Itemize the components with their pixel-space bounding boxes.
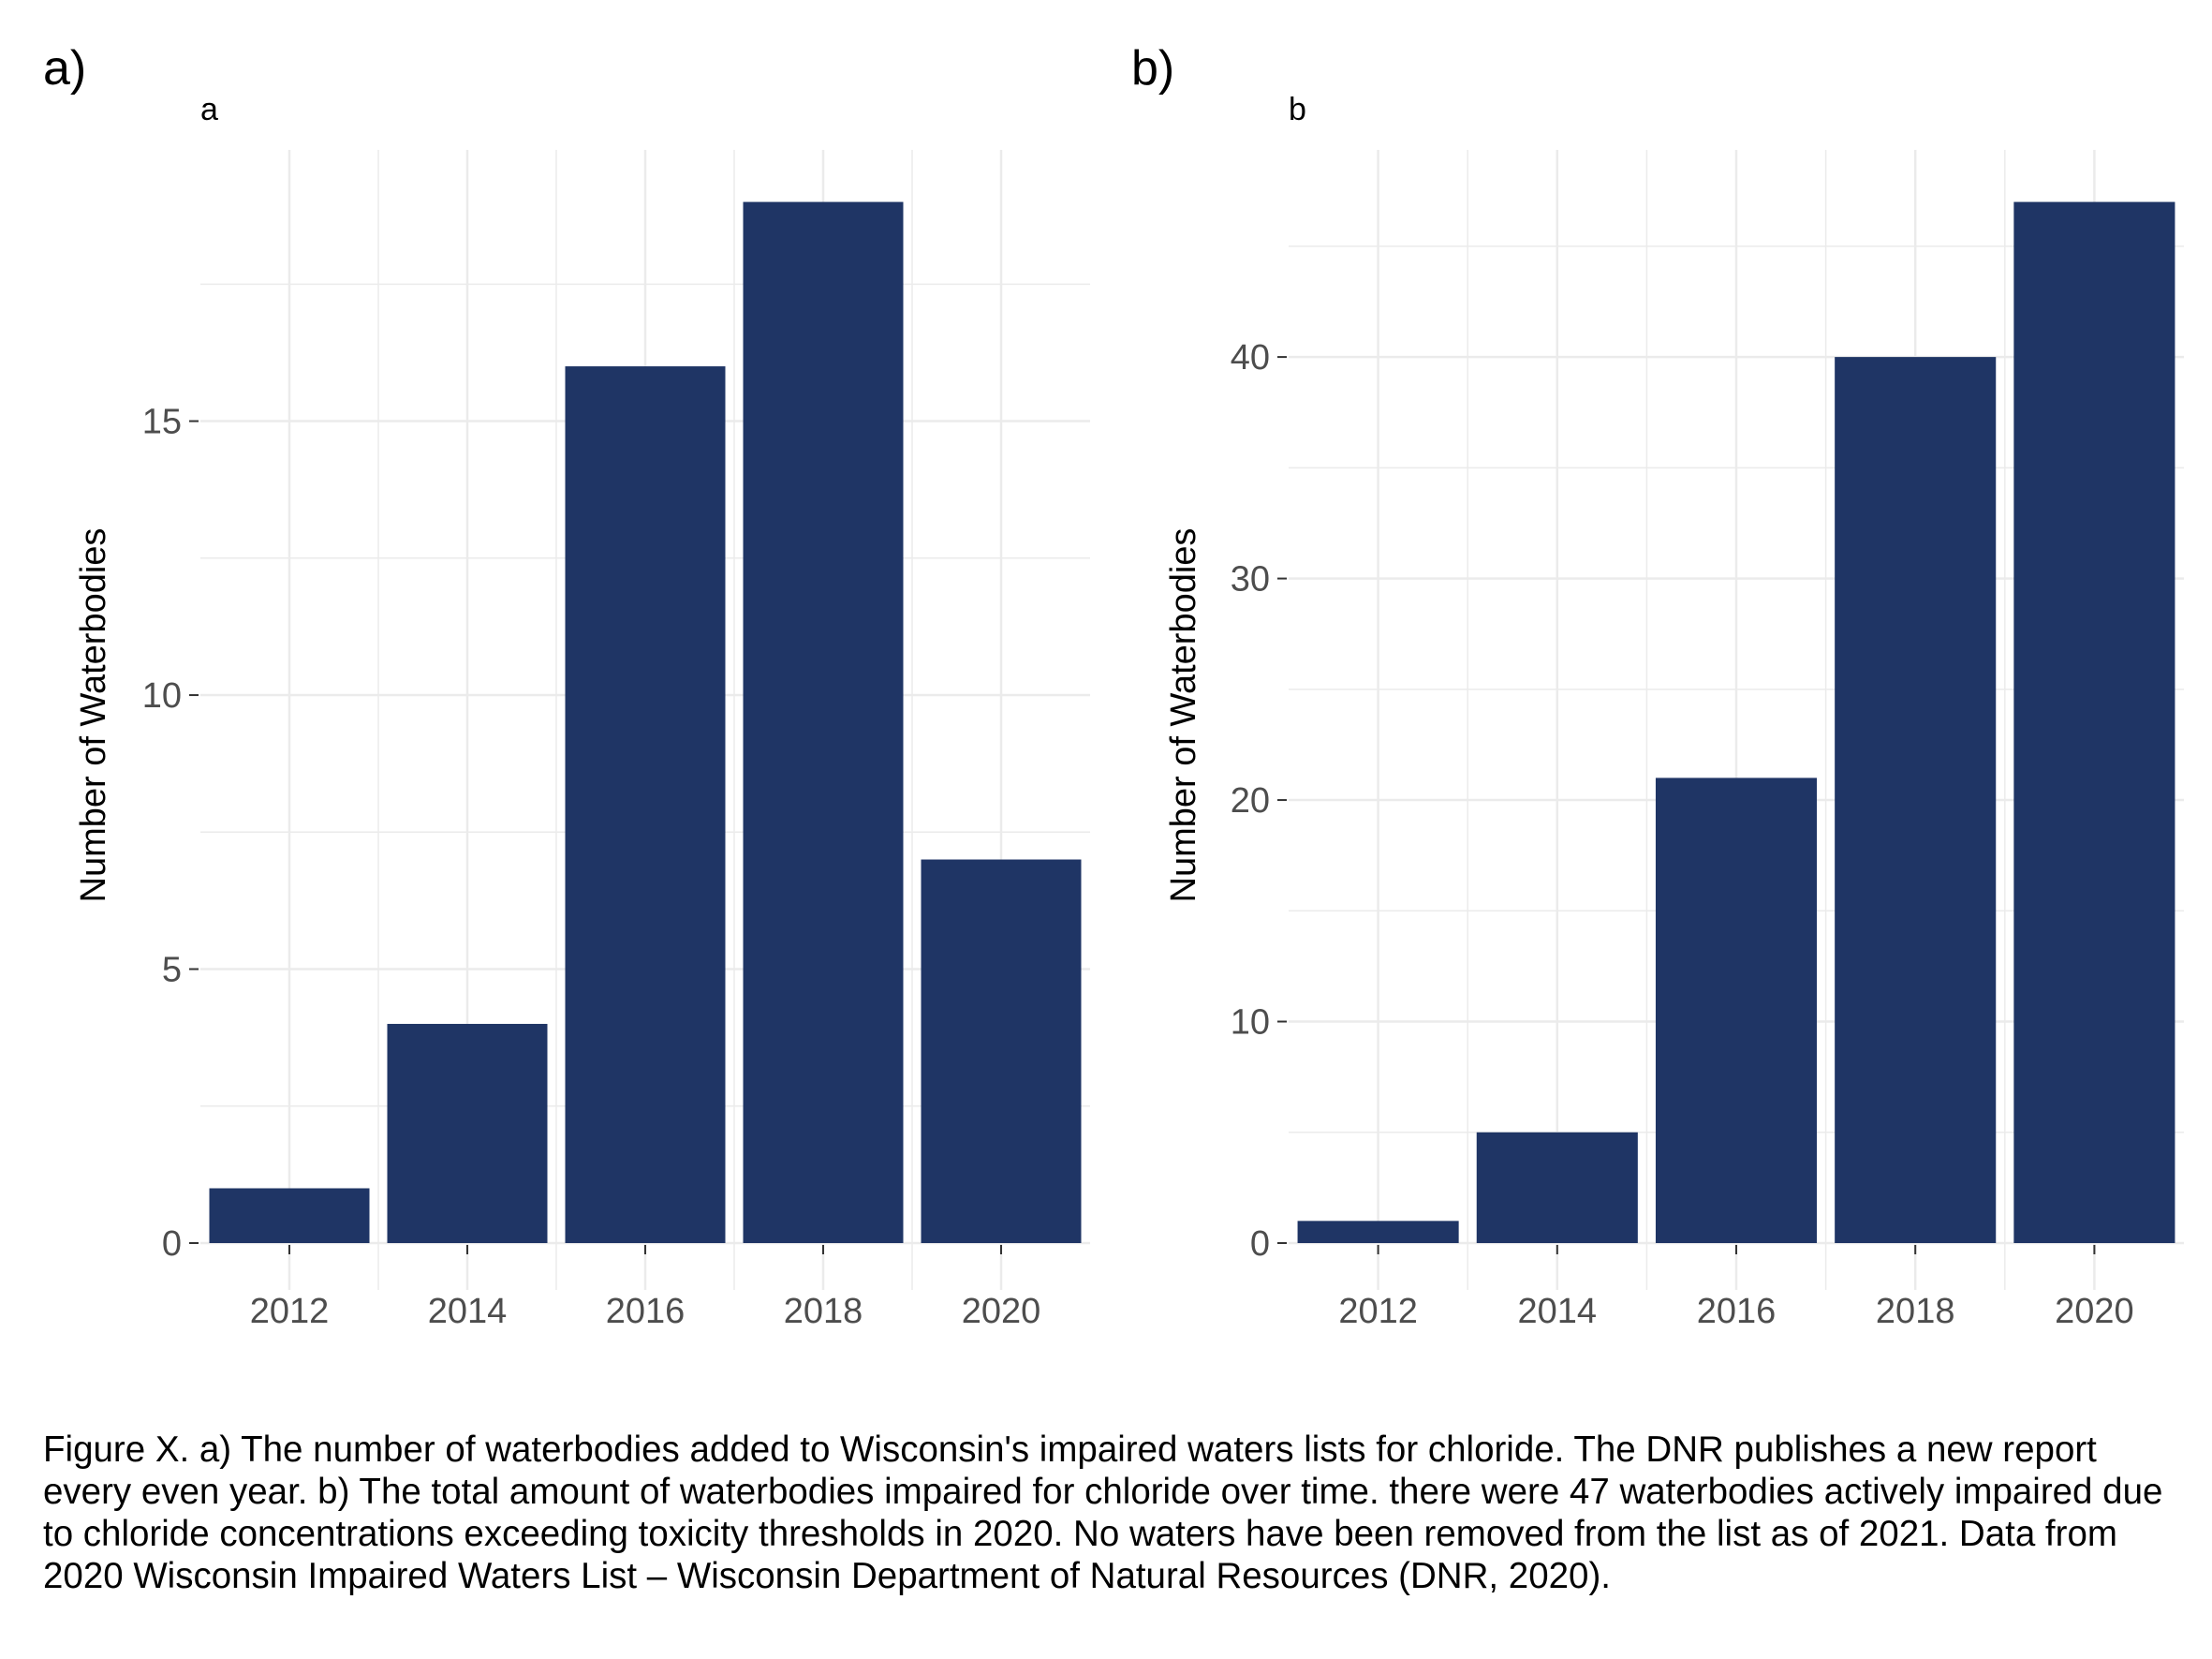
panel-a-x-tick-label: 2018 (784, 1292, 863, 1331)
panel-a-x-tick-label: 2020 (962, 1292, 1041, 1331)
panel-a-label: a) (43, 41, 86, 96)
panel-b-y-tick-label: 20 (1231, 781, 1270, 821)
panel-b-y-tick-label: 0 (1250, 1224, 1270, 1264)
panel-a-bar-2018 (743, 201, 904, 1244)
panel-b-bar-2018 (1835, 357, 1997, 1243)
panel-b-bar-2012 (1297, 1221, 1459, 1243)
panel-b-y-tick-label: 30 (1231, 560, 1270, 600)
panel-b-x-tick-label: 2012 (1338, 1292, 1418, 1331)
panel-a-x-tick-label: 2016 (606, 1292, 686, 1331)
panel-a-x-tick-label: 2014 (428, 1292, 508, 1331)
panel-b-x-tick-label: 2018 (1876, 1292, 1955, 1331)
panel-a-title: a (200, 92, 218, 127)
panel-a-bar-2012 (209, 1188, 370, 1243)
panel-a-bar-2014 (387, 1024, 548, 1243)
panel-b-bar-2016 (1655, 778, 1818, 1243)
panel-a-bar-2020 (921, 859, 1082, 1243)
panel-b-y-axis-title: Number of Waterbodies (1164, 528, 1203, 903)
panel-a-bar-2016 (565, 366, 726, 1243)
panel-b-x-tick-label: 2020 (2055, 1292, 2134, 1331)
panel-a-y-axis-title: Number of Waterbodies (74, 528, 113, 903)
panel-b-title: b (1289, 92, 1306, 127)
panel-a-y-tick-label: 0 (162, 1224, 182, 1264)
panel-b-bar-2020 (2013, 201, 2175, 1244)
panel-b-bar-2014 (1476, 1132, 1638, 1243)
figure-caption: Figure X. a) The number of waterbodies a… (43, 1429, 2163, 1596)
panel-b-y-tick-label: 10 (1231, 1003, 1270, 1043)
panel-a-y-tick-label: 10 (142, 676, 182, 716)
panel-a-x-tick-label: 2012 (250, 1292, 330, 1331)
panel-b-label: b) (1131, 41, 1174, 96)
panel-b-x-tick-label: 2016 (1697, 1292, 1777, 1331)
panel-a-y-tick-label: 5 (162, 951, 182, 990)
panel-b-y-tick-label: 40 (1231, 338, 1270, 378)
panel-a-y-tick-label: 15 (142, 403, 182, 442)
figure: 0 5 10 15 2012 2014 2016 2018 2020 Number of Wate… (43, 41, 2184, 1331)
panel-b-x-tick-label: 2014 (1518, 1292, 1598, 1331)
